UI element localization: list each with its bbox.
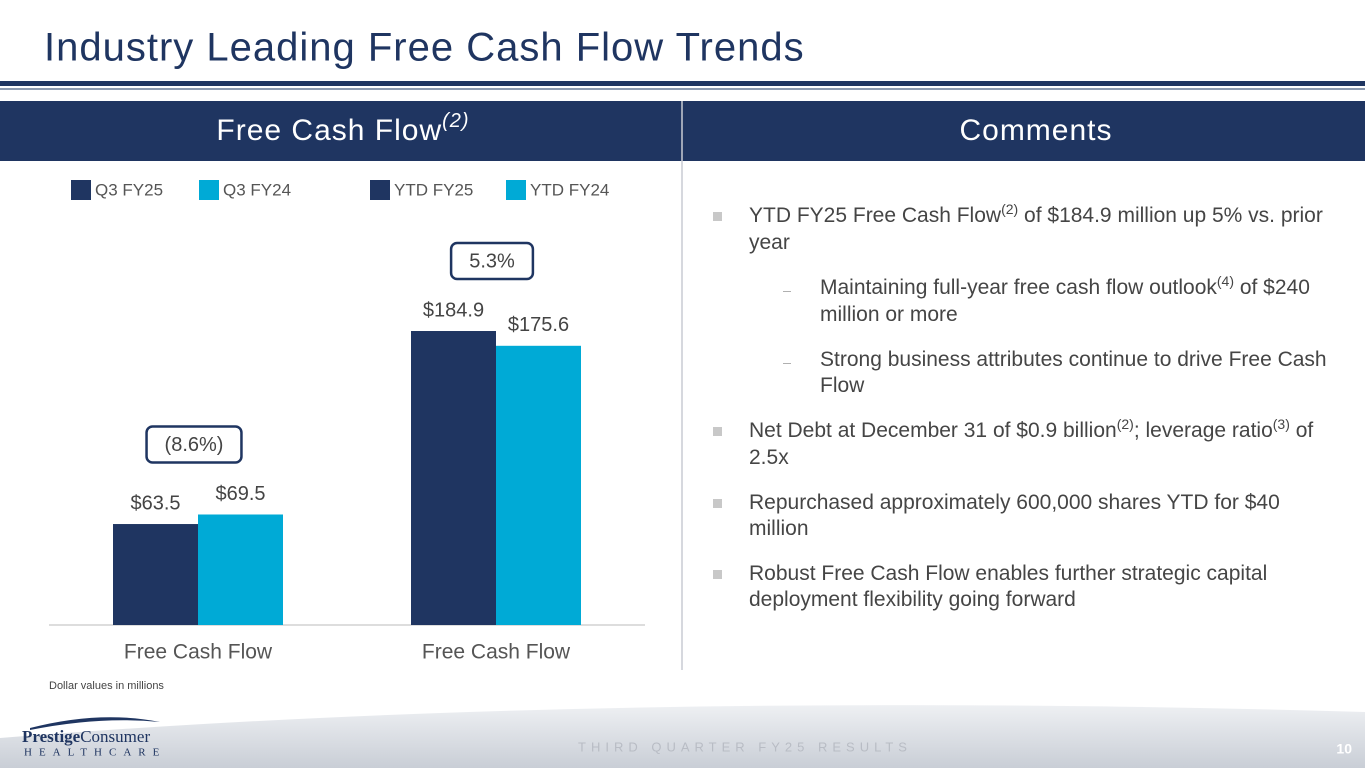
- comments: YTD FY25 Free Cash Flow(2) of $184.9 mil…: [700, 201, 1340, 632]
- data-label: $175.6: [508, 314, 569, 336]
- comment-text: Repurchased approximately 600,000 shares…: [749, 491, 1280, 540]
- legend-swatch: [71, 180, 91, 200]
- annotation: 5.3%: [469, 250, 515, 272]
- comment-text: of 2.5x: [749, 419, 1314, 469]
- superscript: (2): [1001, 201, 1019, 217]
- logo-text: PrestigeConsumer: [22, 727, 150, 746]
- comment-text: YTD FY25 Free Cash Flow: [749, 204, 1002, 227]
- comment-item: Maintaining full-year free cash flow out…: [700, 273, 1340, 328]
- comment-text: ; leverage ratio: [1133, 419, 1273, 442]
- comment-text: Net Debt at December 31 of $0.9 billion: [749, 419, 1117, 442]
- legend-label: Q3 FY25: [95, 180, 163, 199]
- comment-text: Strong business attributes continue to d…: [820, 348, 1327, 397]
- bullet: [783, 363, 791, 364]
- x-tick-label: Free Cash Flow: [124, 641, 273, 664]
- superscript: (3): [1272, 416, 1290, 432]
- legend-label: YTD FY25: [394, 180, 473, 199]
- comment-item: Repurchased approximately 600,000 shares…: [700, 490, 1340, 542]
- bar: [198, 514, 283, 625]
- legend-label: YTD FY24: [530, 180, 609, 199]
- footnote: Dollar values in millions: [49, 680, 164, 692]
- logo-name: Prestige: [22, 727, 81, 746]
- annotation: (8.6%): [165, 434, 224, 456]
- bar: [411, 331, 496, 625]
- annotation-box: [145, 425, 243, 464]
- comment-text: of $184.9 million up 5% vs. prior year: [749, 204, 1323, 254]
- title-rule: [0, 81, 1365, 86]
- panel-title-text: Free Cash Flow: [216, 114, 442, 147]
- footer-text: THIRD QUARTER FY25 RESULTS: [578, 739, 912, 754]
- comment-item: Strong business attributes continue to d…: [700, 347, 1340, 399]
- bullet: [713, 212, 722, 221]
- comment-item: Net Debt at December 31 of $0.9 billion(…: [700, 416, 1340, 471]
- slide-title: Industry Leading Free Cash Flow Trends: [44, 26, 805, 70]
- annotation-box: [449, 241, 535, 281]
- bar: [496, 345, 581, 625]
- logo-name2: Consumer: [80, 727, 150, 746]
- footer-swoosh: [0, 705, 1365, 768]
- bullet: [713, 499, 722, 508]
- comment-item: Robust Free Cash Flow enables further st…: [700, 561, 1340, 613]
- panel-title: Comments: [959, 114, 1112, 147]
- bullet: [783, 291, 791, 292]
- legend-label: Q3 FY24: [223, 180, 291, 199]
- comment-text: Maintaining full-year free cash flow out…: [820, 276, 1217, 299]
- bullet: [713, 570, 722, 579]
- comment-item: YTD FY25 Free Cash Flow(2) of $184.9 mil…: [700, 201, 1340, 256]
- superscript: (2): [442, 110, 469, 132]
- comment-text: of $240 million or more: [820, 276, 1310, 326]
- title-rule-thin: [0, 88, 1365, 90]
- x-tick-label: Free Cash Flow: [422, 641, 571, 664]
- data-label: $63.5: [130, 492, 180, 514]
- panel-title: Free Cash Flow(2): [216, 110, 469, 147]
- comment-text: Robust Free Cash Flow enables further st…: [749, 562, 1268, 611]
- superscript: (2): [1116, 416, 1134, 432]
- legend-swatch: [506, 180, 526, 200]
- superscript: (4): [1216, 273, 1234, 289]
- bullet: [713, 427, 722, 436]
- data-label: $69.5: [215, 483, 265, 505]
- legend-swatch: [370, 180, 390, 200]
- panel-title-text: Comments: [959, 114, 1112, 147]
- page-number: 10: [1336, 741, 1352, 757]
- logo-arc: [30, 717, 160, 730]
- data-label: $184.9: [423, 299, 484, 321]
- logo-sub: HEALTHCARE: [24, 747, 166, 759]
- legend-swatch: [199, 180, 219, 200]
- bar: [113, 524, 198, 625]
